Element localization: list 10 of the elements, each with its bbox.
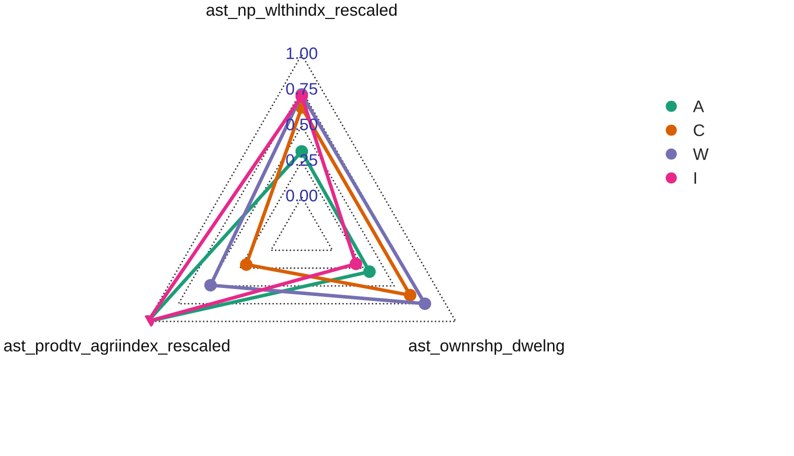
y-tick-label: 0.00 (286, 190, 318, 202)
spoke-label: ast_prodtv_agriindex_rescaled (4, 339, 230, 355)
legend-label: W (693, 148, 709, 160)
y-tick-label: 1.00 (286, 47, 318, 60)
y-tick-label: 0.75 (286, 82, 318, 95)
legend-label: I (694, 172, 696, 184)
spoke-label: ast_ownrshp_dwelng (408, 339, 564, 355)
legend-label: C (694, 124, 704, 136)
legend-label: A (692, 100, 704, 112)
spoke-label: ast_np_wlthindx_rescaled (206, 4, 397, 20)
